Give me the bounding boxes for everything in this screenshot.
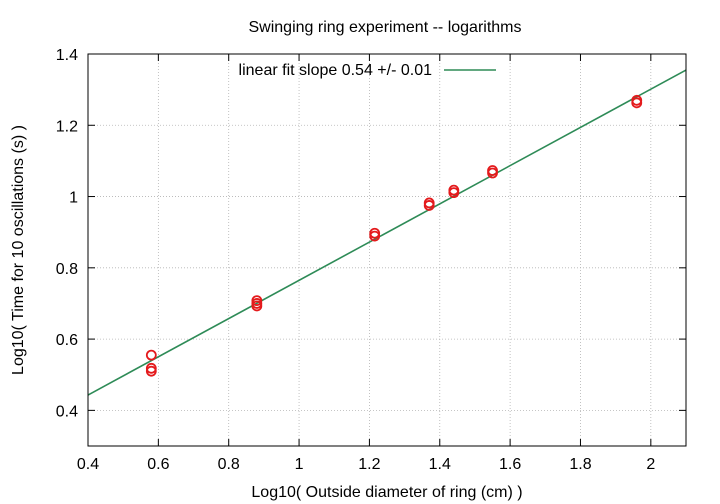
legend-label: linear fit slope 0.54 +/- 0.01 bbox=[239, 62, 433, 79]
data-point bbox=[145, 349, 157, 361]
legend: linear fit slope 0.54 +/- 0.01 bbox=[239, 62, 496, 79]
tick-labels: 0.4 0.6 0.8 1 1.2 1.4 1.6 1.8 2 0.4 0.6 0.8 1 1.2 1.4 bbox=[56, 47, 656, 473]
x-tick-label: 2 bbox=[646, 456, 655, 473]
y-tick-label: 1 bbox=[69, 190, 78, 207]
plot-border bbox=[87, 53, 687, 447]
data-point bbox=[448, 187, 460, 199]
x-tick-label: 1.4 bbox=[429, 456, 451, 473]
y-tick-label: 0.6 bbox=[56, 332, 78, 349]
x-axis-label: Log10( Outside diameter of ring (cm) ) bbox=[251, 484, 522, 501]
y-tick-label: 1.2 bbox=[56, 118, 78, 135]
x-tick-label: 1 bbox=[295, 456, 304, 473]
x-tick-label: 1.2 bbox=[358, 456, 380, 473]
data-point bbox=[145, 365, 157, 377]
points-group bbox=[145, 94, 643, 377]
x-tick-label: 1.6 bbox=[499, 456, 521, 473]
x-tick-label: 1.8 bbox=[569, 456, 591, 473]
x-tick-label: 0.8 bbox=[218, 456, 240, 473]
x-tick-label: 0.6 bbox=[147, 456, 169, 473]
data-point bbox=[251, 300, 263, 312]
y-axis-label: Log10( Time for 10 oscillations (s) ) bbox=[10, 125, 27, 375]
grid bbox=[88, 54, 686, 446]
y-tick-label: 1.4 bbox=[56, 47, 78, 64]
fit-line bbox=[87, 69, 687, 396]
x-tick-label: 0.4 bbox=[77, 456, 99, 473]
chart-title: Swinging ring experiment -- logarithms bbox=[249, 19, 522, 36]
data-point bbox=[369, 230, 381, 242]
data-point bbox=[631, 97, 643, 109]
data-point bbox=[487, 167, 498, 179]
y-tick-label: 0.8 bbox=[56, 261, 78, 278]
fit-line-group bbox=[87, 69, 687, 396]
y-tick-label: 0.4 bbox=[56, 403, 78, 420]
data-point bbox=[423, 200, 435, 211]
